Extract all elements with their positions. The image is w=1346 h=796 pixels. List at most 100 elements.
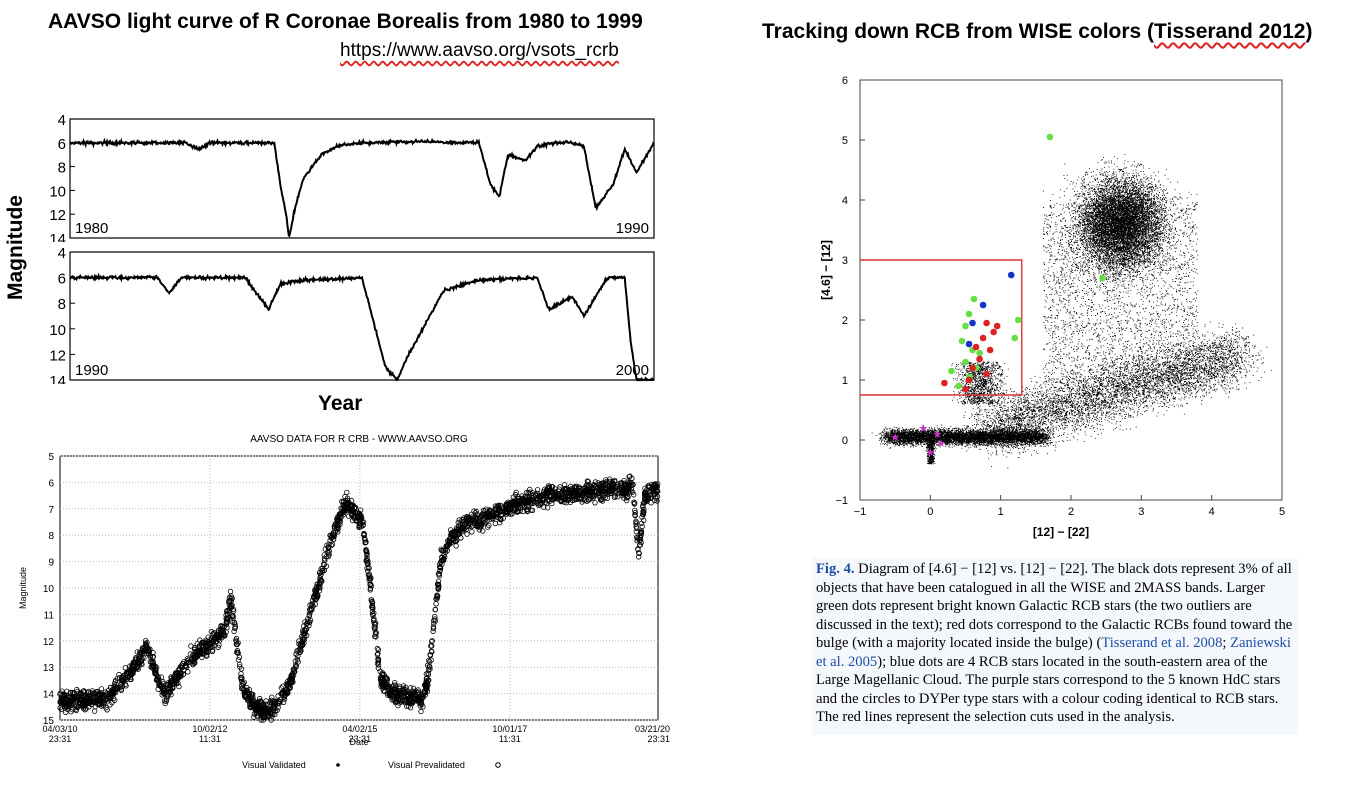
aavso-ytick-label: 8 xyxy=(48,531,54,542)
aavso-data-point xyxy=(174,673,180,679)
aavso-data-point xyxy=(287,676,293,682)
aavso-data-point xyxy=(101,692,107,698)
aavso-data-point xyxy=(374,660,381,667)
aavso-data-point xyxy=(96,701,103,708)
aavso-data-point xyxy=(256,695,263,702)
wise-rcb-point xyxy=(983,370,990,378)
aavso-ytick-label: 15 xyxy=(43,716,55,727)
aavso-data-point xyxy=(633,528,639,535)
wise-background-cloud xyxy=(871,154,1272,469)
aavso-xtick-date: 10/02/12 xyxy=(192,724,227,734)
aavso-data-point xyxy=(257,711,263,718)
aavso-data-point xyxy=(408,697,414,703)
right-panel-title: Tracking down RCB from WISE colors (Tiss… xyxy=(762,20,1312,44)
aavso-data-point xyxy=(547,487,553,493)
aavso-data-point xyxy=(334,525,340,532)
lc1980-ytick-label: 4 xyxy=(58,112,66,129)
wise-ytick-label: 5 xyxy=(842,135,848,147)
aavso-data-point xyxy=(431,617,437,624)
aavso-data-point xyxy=(629,482,636,488)
aavso-data-point xyxy=(190,660,196,667)
aavso-data-point xyxy=(371,620,377,626)
caption-cite-2[interactable]: Zaniewski et al. 2005 xyxy=(816,635,1291,670)
aavso-data-point xyxy=(141,645,147,651)
aavso-data-point xyxy=(425,666,432,673)
aavso-data-point xyxy=(234,641,240,647)
aavso-data-point xyxy=(430,624,437,630)
aavso-data-point xyxy=(363,548,369,554)
aavso-data-point xyxy=(269,701,275,708)
lc1980-ytick-label: 14 xyxy=(49,231,66,242)
aavso-data-point xyxy=(453,527,460,533)
aavso-data-point xyxy=(480,528,486,534)
aavso-data-point xyxy=(621,478,627,484)
aavso-data-point xyxy=(631,491,637,498)
wise-rcb-point xyxy=(986,346,994,354)
aavso-data-point xyxy=(514,502,520,508)
aavso-data-point xyxy=(398,693,404,699)
aavso-data-point xyxy=(641,506,647,512)
aavso-data-point xyxy=(265,707,271,713)
wise-xtick-label: 4 xyxy=(1209,506,1215,518)
aavso-data-point xyxy=(238,671,244,677)
aavso-data-point xyxy=(227,588,234,595)
aavso-data-point xyxy=(171,681,177,687)
aavso-data-point xyxy=(261,702,267,708)
aavso-data-point xyxy=(634,537,640,544)
aavso-data-point xyxy=(75,688,81,695)
aavso-data-point xyxy=(313,588,320,594)
wise-rcb-point xyxy=(1014,316,1022,324)
aavso-data-point xyxy=(507,511,514,517)
aavso-data-point xyxy=(238,677,245,683)
caption-cite-1[interactable]: Tisserand et al. 2008 xyxy=(1101,635,1223,651)
aavso-data-point xyxy=(368,597,375,603)
aavso-data-point xyxy=(448,530,454,536)
aavso-data-point xyxy=(133,665,140,672)
aavso-data-point xyxy=(73,703,80,710)
aavso-data-point xyxy=(581,497,588,503)
wise-rcb-point xyxy=(962,322,969,330)
aavso-data-point xyxy=(470,515,476,521)
aavso-data-point xyxy=(513,489,519,496)
aavso-data-point xyxy=(316,584,323,590)
aavso-data-point xyxy=(549,484,555,490)
aavso-data-point xyxy=(492,503,499,509)
aavso-data-point xyxy=(323,554,329,560)
aavso-data-point xyxy=(391,693,397,700)
aavso-data-point xyxy=(439,547,445,554)
aavso-data-point xyxy=(276,698,283,704)
aavso-data-point xyxy=(441,556,447,563)
wise-ytick-label: 1 xyxy=(842,375,848,387)
aavso-data-point xyxy=(81,689,88,695)
aavso-data-point xyxy=(561,490,568,496)
aavso-data-point xyxy=(369,608,376,615)
aavso-data-point xyxy=(331,525,338,532)
aavso-data-point xyxy=(373,631,379,637)
aavso-data-point xyxy=(558,497,565,503)
aavso-data-point xyxy=(637,542,643,548)
wise-hdc-star-marker: ★ xyxy=(936,438,946,450)
aavso-data-point xyxy=(353,518,360,524)
aavso-data-point xyxy=(634,534,640,540)
aavso-data-point xyxy=(495,514,501,521)
aavso-data-point xyxy=(370,617,377,623)
aavso-data-point xyxy=(89,688,96,694)
aavso-data-point xyxy=(378,680,385,687)
aavso-data-point xyxy=(538,493,545,499)
aavso-xtick-time: 23:31 xyxy=(349,734,372,744)
aavso-data-point xyxy=(643,492,649,498)
aavso-data-point xyxy=(299,642,305,648)
aavso-data-point xyxy=(288,679,295,685)
aavso-url-link[interactable]: https://www.aavso.org/vsots_rcrb xyxy=(340,40,619,61)
wise-rcb-point xyxy=(965,310,973,318)
aavso-data-point xyxy=(285,684,291,690)
wise-rcb-point xyxy=(970,295,978,303)
aavso-data-point xyxy=(574,496,580,503)
aavso-data-point xyxy=(574,494,580,501)
aavso-data-point xyxy=(295,653,301,659)
aavso-data-point xyxy=(431,620,437,627)
aavso-data-point xyxy=(236,661,243,668)
lc1980-ytick-label: 12 xyxy=(49,207,66,224)
aavso-data-point xyxy=(404,688,410,694)
wise-ytick-label: 0 xyxy=(842,435,848,447)
